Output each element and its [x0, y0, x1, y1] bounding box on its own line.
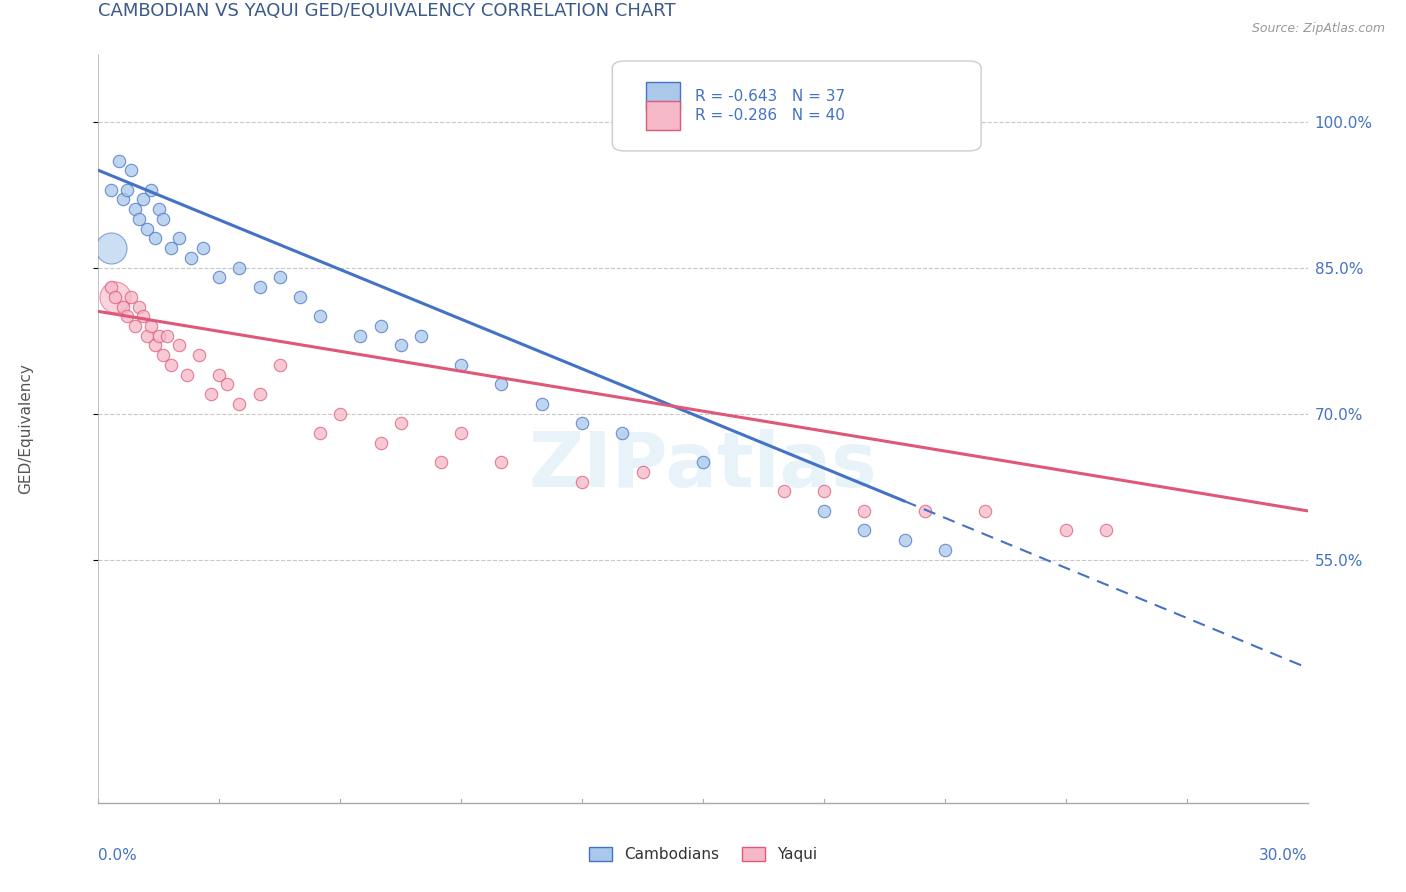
FancyBboxPatch shape: [613, 61, 981, 151]
Point: [450, 358, 472, 372]
Point: [193, 241, 215, 255]
Point: [167, 231, 190, 245]
Point: [612, 425, 634, 440]
Point: [893, 533, 915, 547]
Point: [143, 338, 166, 352]
Point: [143, 231, 166, 245]
Point: [208, 270, 231, 285]
Point: [111, 193, 134, 207]
Point: [124, 202, 146, 217]
Point: [139, 318, 162, 333]
Point: [692, 455, 714, 469]
Text: 30.0%: 30.0%: [1260, 847, 1308, 863]
Legend: Cambodians, Yaqui: Cambodians, Yaqui: [581, 839, 825, 870]
Point: [450, 425, 472, 440]
Point: [103, 290, 125, 304]
Point: [139, 183, 162, 197]
Point: [974, 504, 997, 518]
Point: [167, 338, 190, 352]
Point: [1054, 524, 1077, 538]
Point: [208, 368, 231, 382]
Point: [430, 455, 453, 469]
Point: [571, 475, 593, 489]
Point: [135, 221, 157, 235]
Point: [309, 425, 332, 440]
Point: [1095, 524, 1118, 538]
Point: [249, 280, 271, 294]
Point: [148, 328, 170, 343]
Point: [200, 387, 222, 401]
Point: [103, 290, 125, 304]
Point: [228, 260, 250, 275]
Point: [853, 524, 876, 538]
Point: [148, 202, 170, 217]
Point: [249, 387, 271, 401]
Point: [934, 542, 956, 557]
Point: [329, 407, 352, 421]
Bar: [647, 102, 681, 130]
Point: [631, 465, 654, 479]
Point: [188, 348, 211, 362]
Point: [853, 504, 876, 518]
Text: Source: ZipAtlas.com: Source: ZipAtlas.com: [1251, 22, 1385, 36]
Point: [491, 377, 513, 392]
Point: [772, 484, 794, 499]
Point: [176, 368, 198, 382]
Point: [152, 211, 174, 226]
Point: [111, 300, 134, 314]
Point: [100, 241, 122, 255]
Point: [160, 358, 183, 372]
Point: [309, 310, 332, 324]
Point: [115, 183, 138, 197]
Point: [409, 328, 432, 343]
Point: [152, 348, 174, 362]
Point: [115, 310, 138, 324]
Point: [160, 241, 183, 255]
Point: [349, 328, 371, 343]
Point: [389, 417, 412, 431]
Point: [571, 417, 593, 431]
Point: [228, 397, 250, 411]
Point: [132, 193, 155, 207]
Text: R = -0.286   N = 40: R = -0.286 N = 40: [695, 108, 845, 123]
Point: [128, 211, 150, 226]
Point: [389, 338, 412, 352]
Point: [370, 435, 392, 450]
Point: [288, 290, 311, 304]
Point: [100, 280, 122, 294]
Point: [370, 318, 392, 333]
Point: [491, 455, 513, 469]
Text: ZIPatlas: ZIPatlas: [529, 429, 877, 502]
Point: [128, 300, 150, 314]
Text: GED/Equivalency: GED/Equivalency: [18, 363, 34, 493]
Point: [120, 163, 142, 178]
Point: [156, 328, 179, 343]
Text: 0.0%: 0.0%: [98, 847, 138, 863]
Point: [269, 358, 291, 372]
Point: [180, 251, 202, 265]
Point: [813, 484, 835, 499]
Text: CAMBODIAN VS YAQUI GED/EQUIVALENCY CORRELATION CHART: CAMBODIAN VS YAQUI GED/EQUIVALENCY CORRE…: [98, 2, 676, 20]
Point: [914, 504, 936, 518]
Point: [530, 397, 553, 411]
Point: [124, 318, 146, 333]
Text: R = -0.643   N = 37: R = -0.643 N = 37: [695, 88, 845, 103]
Point: [100, 183, 122, 197]
Point: [135, 328, 157, 343]
Point: [269, 270, 291, 285]
Point: [132, 310, 155, 324]
Point: [217, 377, 239, 392]
Point: [813, 504, 835, 518]
Bar: [647, 82, 681, 111]
Point: [107, 153, 129, 168]
Point: [120, 290, 142, 304]
